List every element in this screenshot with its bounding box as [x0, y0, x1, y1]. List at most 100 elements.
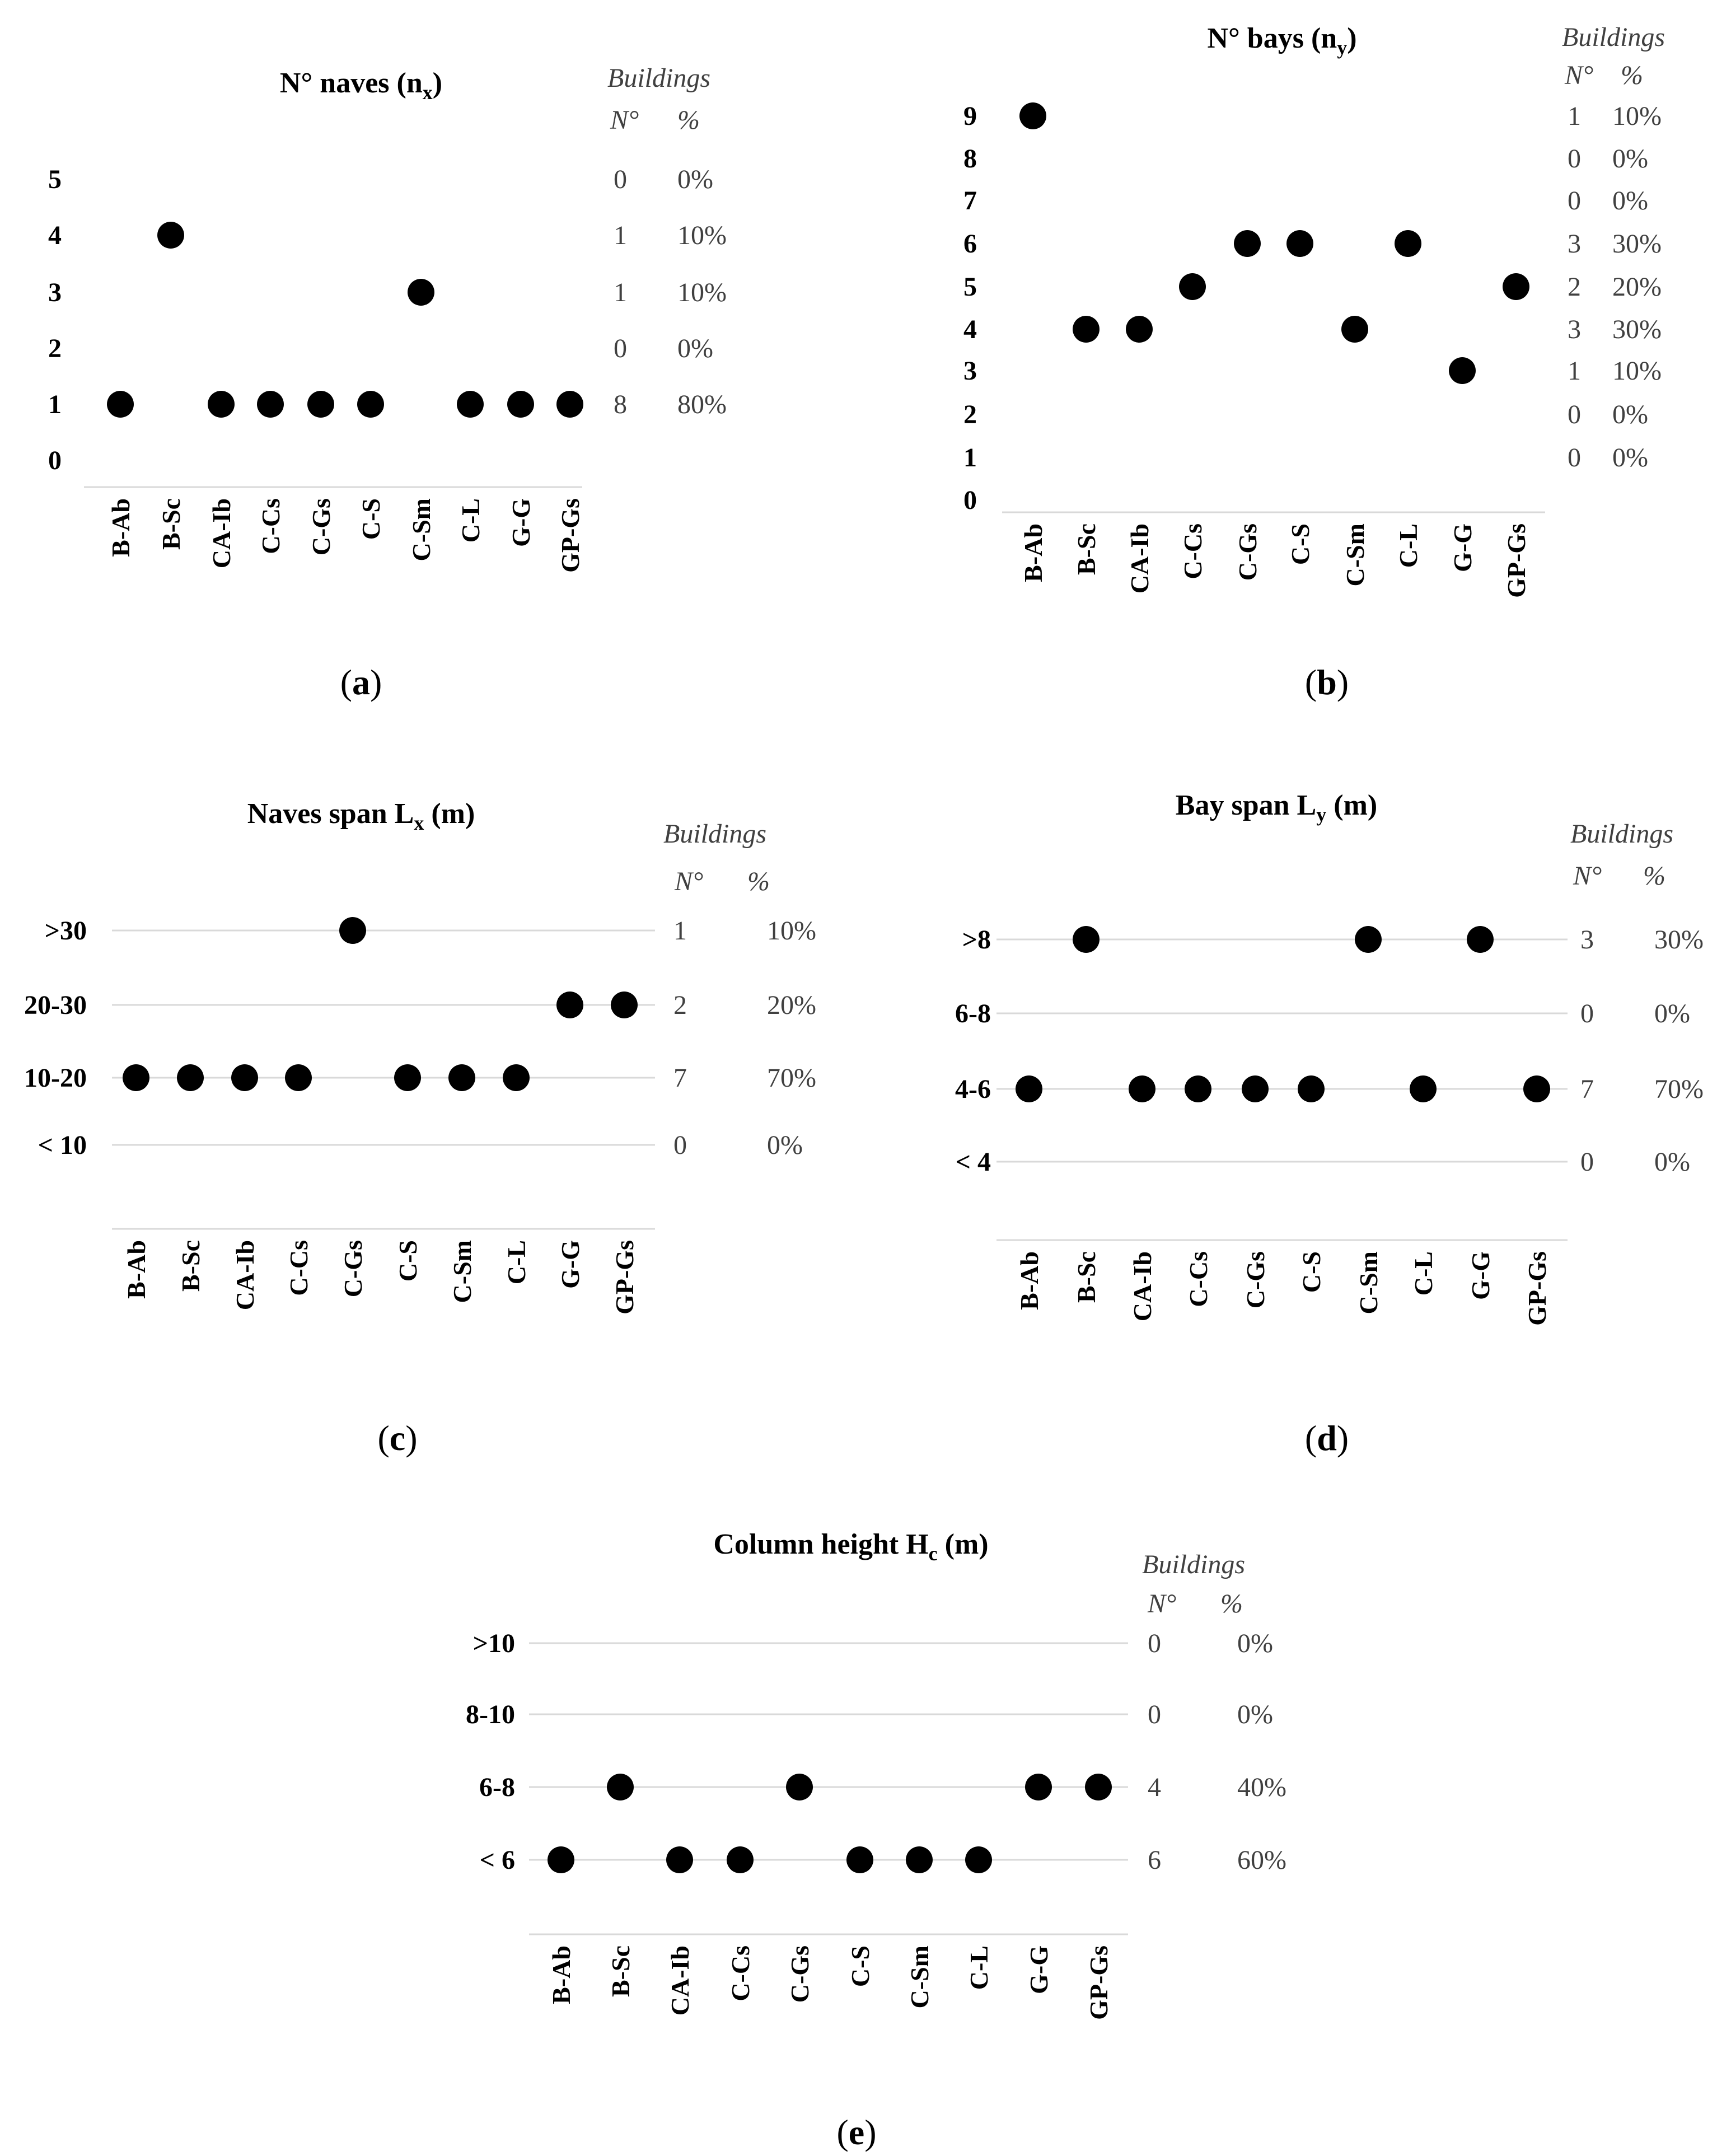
x-tick-label: CA-Ib	[666, 1945, 694, 2015]
caption-close: )	[1337, 1418, 1349, 1458]
x-tick-label: C-Gs	[1233, 523, 1262, 581]
chart-title-suffix: (m)	[424, 798, 475, 830]
x-tick-label: G-G	[556, 1240, 584, 1289]
data-point-CA-Ib	[1126, 316, 1153, 343]
data-point-G-G	[556, 992, 583, 1018]
building-count: 1	[614, 278, 627, 307]
building-percent: 0%	[1654, 1147, 1690, 1177]
data-point-B-Ab	[1016, 1075, 1042, 1102]
x-tick-label: B-Sc	[606, 1945, 635, 1997]
chart-title-main: Naves span L	[247, 798, 414, 830]
x-tick-label: B-Sc	[1072, 523, 1101, 575]
data-point-B-Sc	[157, 222, 184, 249]
chart-title-subscript: y	[1337, 36, 1347, 59]
data-point-B-Sc	[607, 1774, 634, 1800]
data-point-CA-Ib	[208, 391, 235, 418]
chart-title-suffix: (m)	[938, 1528, 989, 1560]
x-tick-label: C-L	[1409, 1251, 1438, 1296]
data-point-GP-Gs	[611, 992, 638, 1018]
data-point-GP-Gs	[1085, 1774, 1112, 1800]
count-column-header: N°	[610, 105, 639, 135]
building-percent: 0%	[1237, 1629, 1273, 1658]
x-tick-label: B-Sc	[176, 1240, 205, 1292]
y-tick-label: < 6	[480, 1845, 515, 1875]
data-point-G-G	[1449, 357, 1476, 384]
y-tick-label: < 4	[956, 1147, 991, 1177]
y-tick-label: 1	[48, 390, 62, 419]
caption-close: )	[864, 2112, 876, 2152]
building-percent: 20%	[1612, 272, 1662, 302]
building-count: 2	[673, 990, 687, 1020]
x-tick-label: CA-Ib	[231, 1240, 259, 1310]
y-tick-label: 3	[963, 356, 977, 386]
data-point-B-Sc	[1073, 316, 1100, 343]
x-tick-label: C-L	[965, 1945, 993, 1990]
data-point-CA-Ib	[231, 1064, 258, 1091]
data-point-CA-Ib	[666, 1846, 693, 1873]
data-point-C-L	[503, 1064, 530, 1091]
building-count: 0	[614, 334, 627, 363]
building-count: 0	[1148, 1700, 1161, 1729]
chart-panel-e: Column height Hc (m) < 6 6-8 8-10 >10 B-Ab B-S…	[466, 1528, 1286, 2152]
chart-panel-b: N° bays (ny) 0 1 2 3 4 5 6 7 8 9 B-Ab B-Sc CA-Ib C-Cs C…	[963, 22, 1665, 702]
chart-panel-a: N° naves (nx) 0 1 2 3 4 5 B-Ab B-Sc CA-Ib C-Cs C-Gs…	[48, 63, 727, 702]
x-tick-label: C-Cs	[1184, 1251, 1213, 1307]
data-point-C-Gs	[1242, 1075, 1269, 1102]
caption-close: )	[370, 662, 382, 702]
x-tick-label: C-Sm	[448, 1240, 476, 1303]
x-tick-label: G-G	[1448, 523, 1477, 572]
x-tick-label: C-Gs	[785, 1945, 814, 2003]
percent-column-header: %	[747, 867, 770, 896]
chart-title-main: Column height H	[713, 1528, 928, 1560]
data-point-C-Cs	[727, 1846, 754, 1873]
data-point-C-Cs	[285, 1064, 312, 1091]
data-point-C-S	[357, 391, 384, 418]
data-point-C-S	[394, 1064, 421, 1091]
buildings-header: Buildings	[1570, 819, 1673, 849]
x-tick-label: CA-Ib	[207, 498, 236, 568]
panel-caption: (e)	[836, 2112, 876, 2152]
x-tick-label: C-L	[1394, 523, 1423, 568]
data-point-C-Cs	[1185, 1075, 1211, 1102]
data-point-G-G	[1467, 926, 1494, 953]
x-tick-label: GP-Gs	[1084, 1945, 1113, 2020]
y-tick-label: 8-10	[466, 1700, 515, 1729]
data-point-C-Sm	[1341, 316, 1368, 343]
data-point-GP-Gs	[556, 391, 583, 418]
building-percent: 40%	[1237, 1772, 1286, 1802]
building-percent: 10%	[767, 916, 816, 946]
building-percent: 10%	[1612, 101, 1662, 131]
data-point-C-L	[1410, 1075, 1437, 1102]
building-count: 0	[1568, 144, 1581, 174]
count-column-header: N°	[674, 867, 703, 896]
panel-caption: (d)	[1305, 1418, 1349, 1458]
data-point-C-S	[846, 1846, 873, 1873]
x-tick-label: C-Gs	[307, 498, 335, 555]
y-tick-label: 5	[963, 272, 977, 302]
data-point-C-Sm	[1355, 926, 1382, 953]
data-point-GP-Gs	[1503, 273, 1529, 300]
building-percent: 80%	[677, 390, 727, 419]
building-percent: 10%	[677, 278, 727, 307]
y-tick-label: 20-30	[24, 990, 87, 1020]
y-tick-label: >30	[45, 916, 87, 946]
building-count: 7	[673, 1063, 687, 1093]
caption-letter: d	[1317, 1418, 1337, 1458]
y-tick-label: 4-6	[955, 1074, 991, 1104]
chart-title-suffix: (m)	[1326, 789, 1377, 821]
building-percent: 30%	[1612, 315, 1662, 344]
chart-title: Naves span Lx (m)	[247, 798, 475, 834]
y-tick-label: 6-8	[479, 1772, 515, 1802]
data-point-C-L	[457, 391, 484, 418]
chart-title: Column height Hc (m)	[713, 1528, 988, 1565]
x-tick-label: C-Sm	[1354, 1251, 1383, 1314]
chart-title: N° naves (nx)	[280, 67, 442, 104]
building-percent: 20%	[767, 990, 816, 1020]
x-tick-label: C-S	[394, 1240, 422, 1282]
count-column-header: N°	[1564, 60, 1593, 90]
building-count: 6	[1148, 1845, 1161, 1875]
building-percent: 0%	[1612, 400, 1648, 429]
count-column-header: N°	[1573, 861, 1602, 891]
building-percent: 60%	[1237, 1845, 1286, 1875]
building-count: 0	[1568, 443, 1581, 473]
